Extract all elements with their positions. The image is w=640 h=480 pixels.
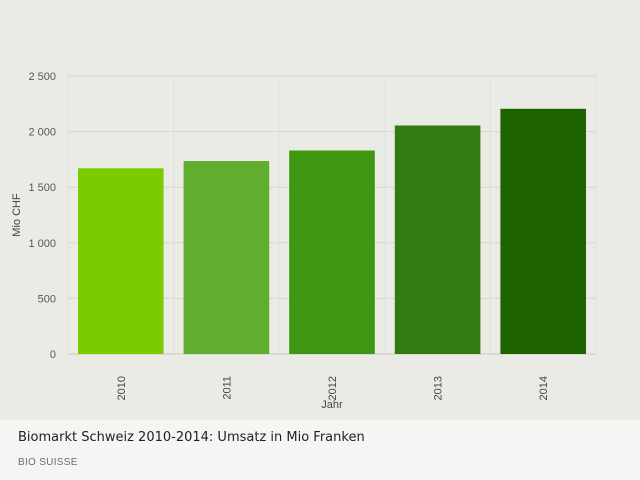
y-tick-label: 500 [38, 293, 56, 305]
x-tick-label: 2012 [327, 376, 339, 400]
chart-source: BIO SUISSE [18, 457, 78, 468]
chart-caption: Biomarkt Schweiz 2010-2014: Umsatz in Mi… [0, 420, 640, 480]
y-tick-label: 1 000 [28, 238, 56, 250]
bar-2011 [183, 161, 270, 354]
y-axis-label: Mio CHF [11, 193, 23, 237]
bar-chart: 0 500 1 000 1 500 2 000 2 500 2010 2011 2012 2013… [11, 71, 597, 411]
bar-2012 [289, 150, 375, 354]
x-tick-label: 2014 [538, 376, 550, 400]
y-tick-label: 0 [50, 349, 56, 361]
bar-2014 [500, 108, 586, 354]
y-tick-label: 2 000 [28, 127, 56, 139]
bar-2010 [78, 168, 164, 354]
y-tick-label: 1 500 [28, 182, 56, 194]
x-axis-label: Jahr [321, 399, 343, 411]
x-tick-label: 2011 [221, 376, 233, 400]
bar-2013 [394, 125, 481, 354]
chart-area: 0 500 1 000 1 500 2 000 2 500 2010 2011 2012 2013… [11, 71, 597, 411]
x-tick-label: 2010 [116, 376, 128, 400]
chart-title: Biomarkt Schweiz 2010-2014: Umsatz in Mi… [18, 430, 365, 445]
y-tick-label: 2 500 [28, 71, 56, 83]
x-tick-label: 2013 [433, 376, 445, 400]
